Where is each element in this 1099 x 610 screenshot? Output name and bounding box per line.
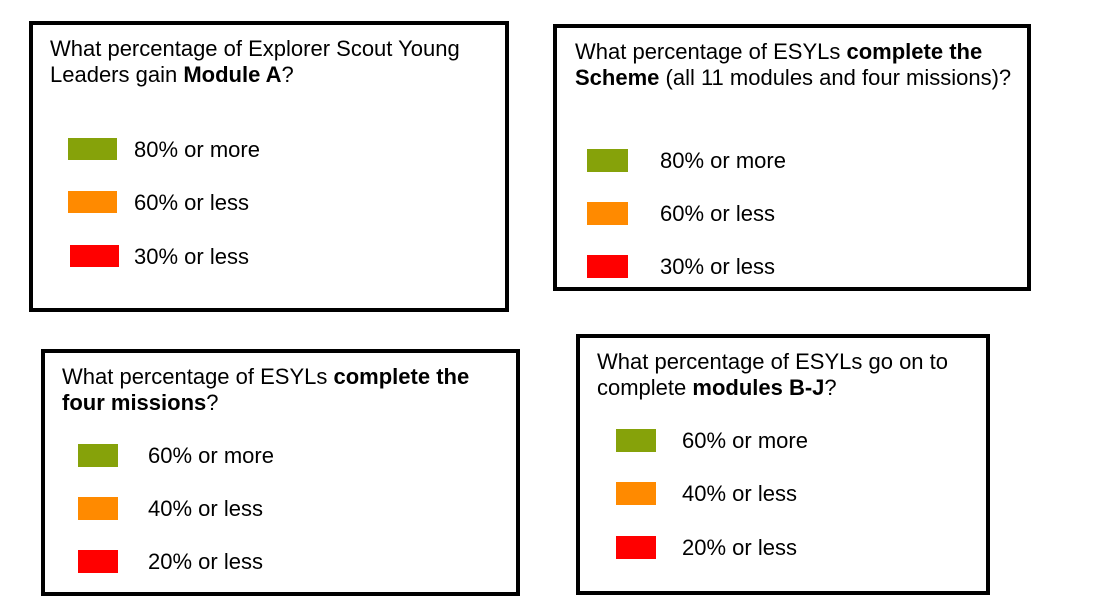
legend-swatch-green xyxy=(616,429,656,452)
question-part: What percentage of ESYLs go on to comple… xyxy=(597,349,949,400)
legend-swatch-red xyxy=(616,536,656,559)
question-panel-modules-b-j: What percentage of ESYLs go on to comple… xyxy=(576,334,990,595)
question-part: What percentage of ESYLs xyxy=(575,39,847,64)
legend-swatch-orange xyxy=(78,497,118,520)
legend-label: 60% or less xyxy=(660,201,775,226)
legend-swatch-orange xyxy=(68,191,117,213)
question-part: ? xyxy=(206,390,219,415)
legend-label: 80% or more xyxy=(660,148,786,173)
legend-swatch-green xyxy=(78,444,118,467)
question-part-bold: complete the four missions xyxy=(62,364,470,415)
legend-label: 30% or less xyxy=(134,244,249,269)
legend-label: 30% or less xyxy=(660,254,775,279)
question-part-bold: complete the Scheme xyxy=(575,39,983,90)
question-panel-module-a: What percentage of Explorer Scout Young … xyxy=(29,21,509,312)
question-part: (all 11 modules and four missions)? xyxy=(659,65,1012,90)
legend-swatch-red xyxy=(587,255,628,278)
legend-label: 60% or more xyxy=(148,443,274,468)
question-part: ? xyxy=(281,62,294,87)
legend-swatch-green xyxy=(68,138,117,160)
question-panel-complete-scheme: What percentage of ESYLs complete the Sc… xyxy=(553,24,1031,291)
legend-label: 80% or more xyxy=(134,137,260,162)
question-text: What percentage of ESYLs complete the Sc… xyxy=(575,39,1025,91)
legend-swatch-green xyxy=(587,149,628,172)
question-part-bold: modules B-J xyxy=(692,375,825,400)
legend-label: 20% or less xyxy=(148,549,263,574)
legend-label: 20% or less xyxy=(682,535,797,560)
question-part: What percentage of ESYLs xyxy=(62,364,334,389)
legend-label: 40% or less xyxy=(682,481,797,506)
question-text: What percentage of ESYLs complete the fo… xyxy=(62,364,512,416)
question-part: What percentage of Explorer Scout Young … xyxy=(50,36,460,87)
legend-label: 60% or less xyxy=(134,190,249,215)
question-text: What percentage of Explorer Scout Young … xyxy=(50,36,500,88)
legend-label: 60% or more xyxy=(682,428,808,453)
question-part-bold: Module A xyxy=(183,62,282,87)
question-panel-four-missions: What percentage of ESYLs complete the fo… xyxy=(41,349,520,596)
legend-label: 40% or less xyxy=(148,496,263,521)
legend-swatch-red xyxy=(78,550,118,573)
legend-swatch-orange xyxy=(587,202,628,225)
question-part: ? xyxy=(824,375,837,400)
question-text: What percentage of ESYLs go on to comple… xyxy=(597,349,987,401)
legend-swatch-orange xyxy=(616,482,656,505)
legend-swatch-red xyxy=(70,245,119,267)
